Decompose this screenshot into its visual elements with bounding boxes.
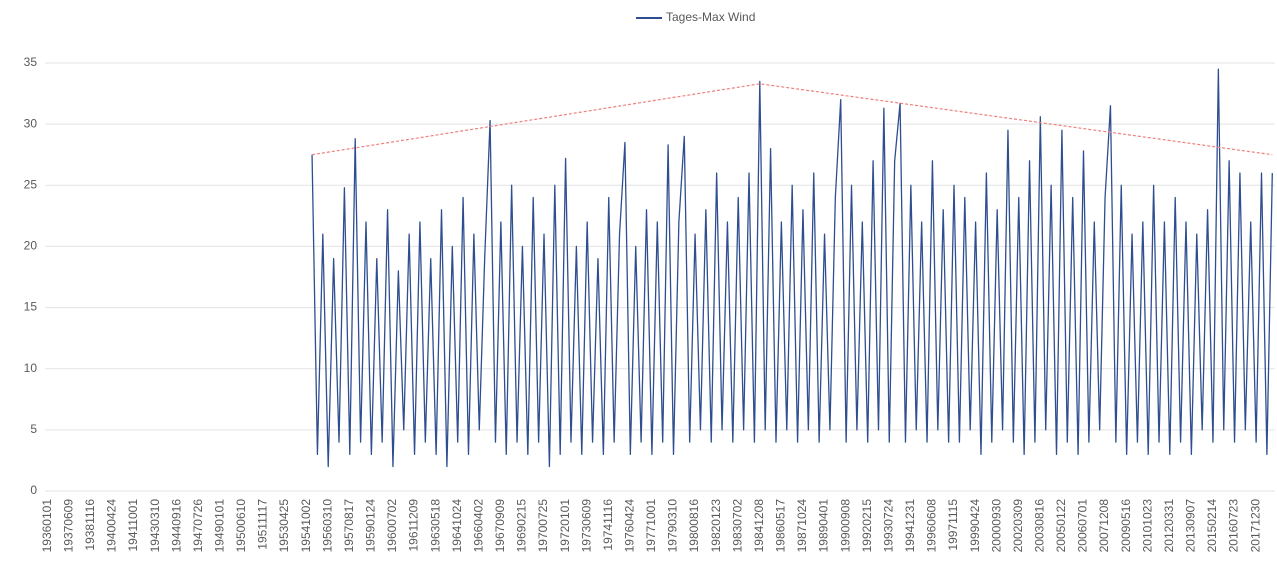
x-tick-label: 20030816 [1033,499,1047,553]
x-tick-label: 20130907 [1184,499,1198,553]
x-tick-label: 19530425 [277,499,291,553]
x-tick-label: 19490101 [213,499,227,553]
x-tick-label: 19400424 [105,499,119,553]
x-tick-label: 19820123 [709,499,723,553]
x-tick-label: 19641024 [450,499,464,553]
x-tick-label: 19511117 [256,499,270,550]
x-tick-label: 20171230 [1248,499,1262,553]
x-tick-label: 19800816 [687,499,701,553]
x-tick-label: 19960608 [925,499,939,553]
x-tick-label: 19381116 [83,499,97,551]
x-tick-label: 19590124 [364,499,378,553]
y-tick-label: 25 [24,177,38,191]
x-tick-label: 19860517 [774,499,788,553]
x-tick-label: 19990424 [968,499,982,553]
x-tick-label: 19470726 [191,499,205,553]
x-tick-label: 19890401 [817,499,831,553]
x-tick-label: 19600702 [385,499,399,553]
x-tick-label: 20050122 [1054,499,1068,553]
x-tick-label: 20090516 [1119,499,1133,553]
x-tick-label: 20060701 [1076,499,1090,553]
x-tick-label: 19630518 [428,499,442,553]
y-tick-label: 0 [30,483,37,497]
x-tick-label: 19541002 [299,499,313,553]
x-tick-label: 19971115 [946,499,960,551]
x-tick-label: 19871024 [795,499,809,553]
x-tick-label: 19790310 [666,499,680,553]
x-tick-label: 19660402 [471,499,485,553]
x-tick-label: 19440916 [169,499,183,553]
x-tick-label: 20120331 [1162,499,1176,553]
x-tick-label: 19841208 [752,499,766,553]
data-line [311,68,1273,468]
x-tick-label: 19370609 [61,499,75,553]
envelope-line [311,83,1273,156]
x-tick-label: 19830702 [730,499,744,553]
x-tick-label: 19500610 [234,499,248,553]
x-tick-label: 19430310 [148,499,162,553]
x-tick-label: 19760424 [623,499,637,553]
y-tick-label: 15 [24,300,38,314]
x-tick-label: 20160723 [1227,499,1241,553]
x-tick-label: 19700725 [536,499,550,553]
x-tick-label: 20020309 [1011,499,1025,553]
x-tick-label: 20000930 [989,499,1003,553]
x-tick-label: 19720101 [558,499,572,553]
x-tick-label: 19360101 [40,499,54,553]
y-tick-label: 20 [24,239,38,253]
x-tick-label: 19411001 [126,499,140,552]
x-tick-label: 19690215 [515,499,529,553]
x-tick-label: 19560310 [320,499,334,553]
x-tick-label: 19730609 [579,499,593,553]
y-tick-label: 35 [24,55,38,69]
y-tick-label: 10 [24,361,38,375]
legend-label: Tages-Max Wind [666,10,755,24]
y-tick-label: 30 [24,116,38,130]
x-tick-label: 19670909 [493,499,507,553]
x-tick-label: 19771001 [644,499,658,553]
x-tick-label: 19920215 [860,499,874,553]
x-tick-label: 20101023 [1140,499,1154,553]
x-tick-label: 19930724 [881,499,895,553]
x-tick-label: 20071208 [1097,499,1111,553]
x-tick-label: 19900908 [838,499,852,553]
x-tick-label: 19941231 [903,499,917,553]
x-tick-label: 19611209 [407,499,421,552]
x-tick-label: 19570817 [342,499,356,553]
x-tick-label: 19741116 [601,499,615,551]
y-tick-label: 5 [30,422,37,436]
x-tick-label: 20150214 [1205,499,1219,553]
